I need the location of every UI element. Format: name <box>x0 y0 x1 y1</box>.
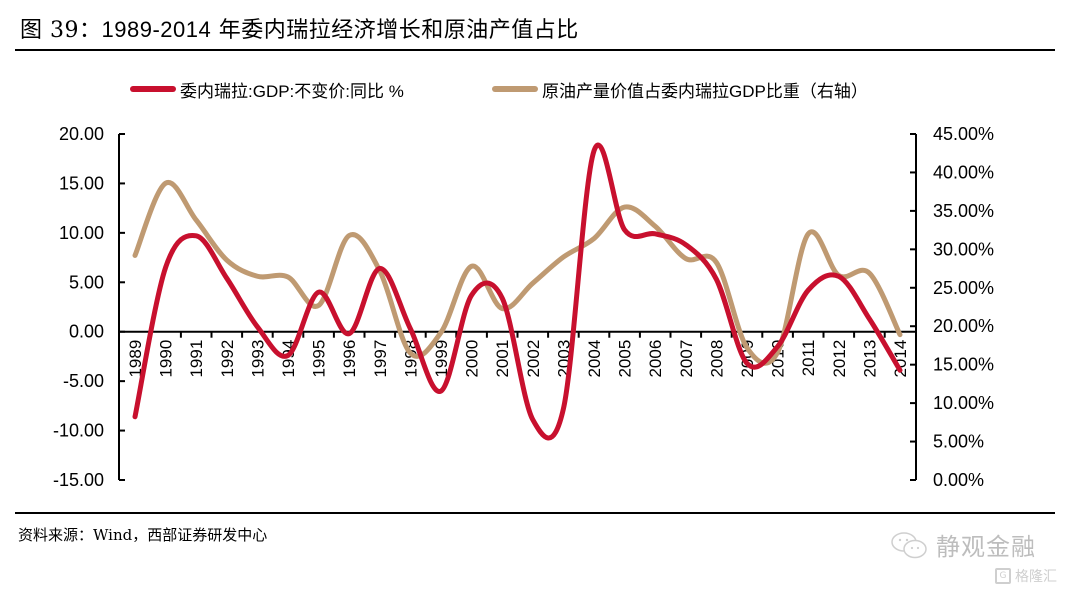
figure-title-rest: 年委内瑞拉经济增长和原油产值占比 <box>211 18 579 43</box>
right-axis-tick-label: 25.00% <box>933 278 994 298</box>
watermark-secondary: G 格隆汇 <box>995 566 1057 586</box>
right-axis-tick-label: 20.00% <box>933 316 994 336</box>
x-axis-tick-label: 1999 <box>432 340 451 378</box>
right-axis-tick-label: 45.00% <box>933 124 994 144</box>
x-axis-tick-label: 1990 <box>157 340 176 378</box>
right-axis-tick-label: 0.00% <box>933 470 984 490</box>
legend-item-gdp: 委内瑞拉:GDP:不变价:同比 % <box>130 78 404 101</box>
x-axis-tick-label: 1996 <box>340 340 359 378</box>
x-axis-tick-label: 1991 <box>187 340 206 378</box>
right-axis-tick-label: 35.00% <box>933 201 994 221</box>
left-axis-tick-label: -15.00 <box>53 470 104 490</box>
x-axis-tick-label: 1995 <box>310 340 329 378</box>
legend-label-oil: 原油产量价值占委内瑞拉GDP比重（右轴） <box>542 81 868 101</box>
right-axis-tick-label: 5.00% <box>933 432 984 452</box>
legend-label-gdp: 委内瑞拉:GDP:不变价:同比 % <box>180 81 404 101</box>
right-axis-tick-label: 40.00% <box>933 162 994 182</box>
x-axis-tick-label: 2013 <box>860 340 879 378</box>
left-axis-tick-label: -5.00 <box>63 371 104 391</box>
wechat-icon <box>891 531 927 558</box>
left-axis-tick-label: 0.00 <box>69 322 104 342</box>
source-divider <box>15 512 1055 514</box>
x-axis-tick-label: 2002 <box>524 340 543 378</box>
x-axis-tick-label: 2000 <box>463 340 482 378</box>
watermark-brand: 静观金融 <box>936 533 1036 561</box>
left-axis-tick-label: 20.00 <box>59 124 104 144</box>
x-axis-tick-label: 2007 <box>677 340 696 378</box>
x-axis-tick-label: 2006 <box>646 340 665 378</box>
title-divider <box>15 49 1055 51</box>
left-axis-tick-label: 5.00 <box>69 272 104 292</box>
left-axis-tick-label: -10.00 <box>53 421 104 441</box>
x-axis-tick-label: 2008 <box>707 340 726 378</box>
x-axis-tick-label: 1993 <box>248 340 267 378</box>
x-axis-tick-label: 1992 <box>218 340 237 378</box>
left-axis-tick-label: 15.00 <box>59 173 104 193</box>
right-axis-tick-label: 15.00% <box>933 355 994 375</box>
watermark-sub: 格隆汇 <box>1015 569 1057 585</box>
x-axis-tick-label: 2014 <box>891 340 910 378</box>
legend-item-oil: 原油产量价值占委内瑞拉GDP比重（右轴） <box>492 78 868 101</box>
right-axis-tick-label: 10.00% <box>933 393 994 413</box>
right-axis-tick-label: 30.00% <box>933 239 994 259</box>
x-axis-tick-label: 1997 <box>371 340 390 378</box>
left-y-axis: 20.00 15.00 10.00 5.00 0.00 -5.00 -10.00 -15.00 <box>53 124 125 490</box>
figure-title-years: 1989-2014 <box>101 17 212 42</box>
figure-title: 图 39：1989-2014 年委内瑞拉经济增长和原油产值占比 <box>20 12 579 44</box>
x-axis-tick-label: 2012 <box>830 340 849 378</box>
series-layer <box>132 142 903 441</box>
watermark: 静观金融 <box>890 527 1036 562</box>
x-axis-tick-label: 2004 <box>585 340 604 378</box>
gdp-growth-line <box>132 142 903 441</box>
gdp-growth-line-points <box>135 151 900 420</box>
legend-swatch-oil <box>492 86 538 92</box>
figure-title-prefix: 图 39： <box>20 18 102 43</box>
legend-swatch-gdp <box>130 86 176 92</box>
gelonghui-logo-icon: G <box>995 568 1011 584</box>
x-axis-tick-label: 2001 <box>493 340 512 378</box>
left-axis-tick-label: 10.00 <box>59 223 104 243</box>
source-note: 资料来源：Wind，西部证券研发中心 <box>18 526 268 544</box>
x-axis-tick-label: 2005 <box>616 340 635 378</box>
x-axis-tick-label: 2011 <box>799 340 818 377</box>
x-axis-tick-label: 1989 <box>126 340 145 378</box>
right-y-axis: 45.00% 40.00% 35.00% 30.00% 25.00% 20.00% 15.0… <box>910 124 994 490</box>
